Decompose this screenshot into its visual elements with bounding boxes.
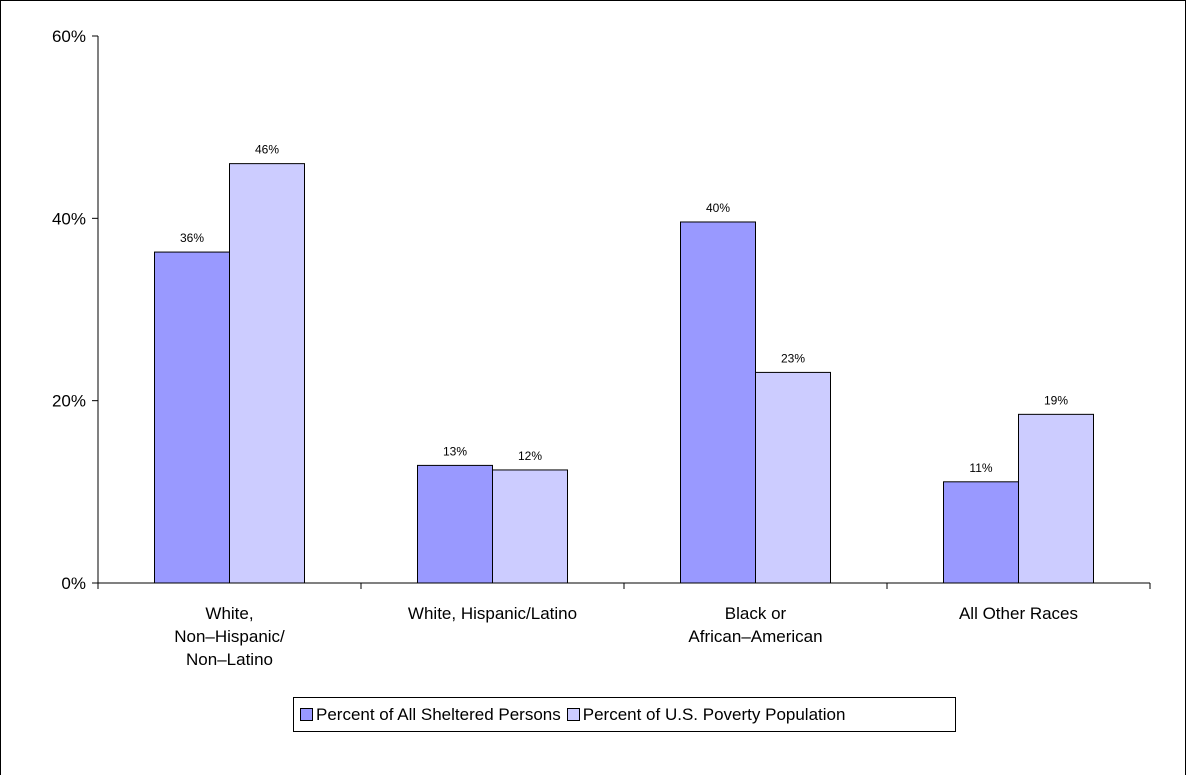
y-tick-label: 60% [52,27,86,46]
bar [680,221,756,584]
data-label: 19% [1044,393,1068,407]
bar [417,464,493,584]
x-tick-label-line: White, [205,604,253,623]
x-tick-label: White, Hispanic/Latino [408,604,577,623]
legend-label-poverty: Percent of U.S. Poverty Population [582,704,846,724]
data-label: 46% [255,143,279,157]
bar [943,481,1019,584]
bar [229,163,305,584]
legend-label-sheltered: Percent of All Sheltered Persons [316,704,561,724]
bar [1018,413,1094,584]
x-tick-label: White, Non–Hispanic/Non–Latino [174,604,285,669]
x-tick-label: Black or African–American [688,604,822,646]
bar [492,469,568,584]
x-tick-label-line: White, Hispanic/Latino [408,604,577,623]
x-tick-label: All Other Races [959,604,1078,623]
y-tick-label: 20% [52,392,86,411]
y-tick-label: 0% [61,574,86,593]
x-tick-label-line: Non–Latino [186,650,273,669]
data-label: 12% [518,449,542,463]
data-label: 23% [781,351,805,365]
x-tick-label-line: African–American [688,627,822,646]
legend: Percent of All Sheltered Persons Percent… [293,697,956,732]
legend-item-poverty: Percent of U.S. Poverty Population [566,704,846,725]
bar [755,371,831,584]
data-label: 40% [706,201,730,215]
legend-item-sheltered: Percent of All Sheltered Persons [300,705,561,725]
y-tick-label: 40% [52,209,86,228]
data-label: 13% [443,444,467,458]
legend-swatch-sheltered [300,708,313,721]
x-tick-label-line: All Other Races [959,604,1078,623]
data-label: 36% [180,231,204,245]
x-tick-label-line: Non–Hispanic/ [174,627,285,646]
legend-swatch-poverty [566,708,580,721]
data-label: 11% [969,461,992,475]
x-tick-label-line: Black or [725,604,787,623]
bar [154,251,230,584]
